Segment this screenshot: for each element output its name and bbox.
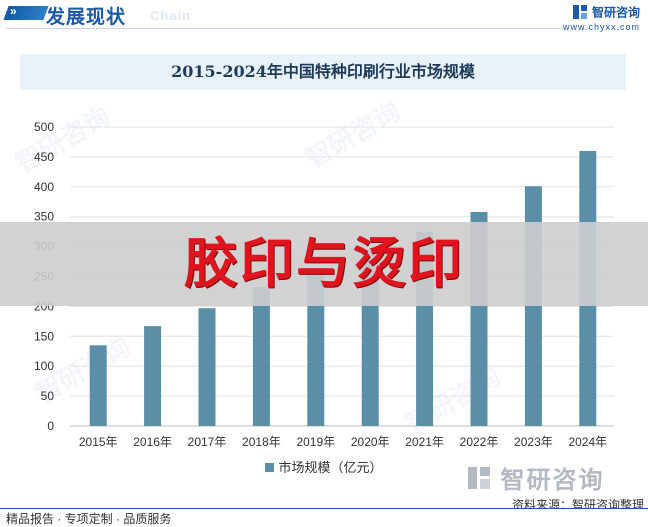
footer: 精品报告 · 专项定制 · 品质服务 — [0, 509, 648, 526]
x-tick-label: 2020年 — [351, 435, 390, 449]
bar — [198, 308, 216, 426]
y-tick-label: 100 — [34, 359, 54, 373]
brand-url: www.chyxx.com — [562, 22, 640, 32]
footer-divider — [0, 508, 648, 509]
overlay-title: 胶印与烫印 — [184, 232, 464, 295]
bottom-logo-text: 智研咨询 — [500, 467, 605, 494]
legend-label: 市场规模（亿元） — [278, 460, 383, 475]
bar — [89, 345, 107, 426]
x-tick-label: 2017年 — [188, 435, 227, 449]
bar — [144, 326, 162, 426]
brand-name: 智研咨询 — [591, 5, 640, 20]
x-tick-label: 2023年 — [514, 435, 553, 449]
brand-logo-block: 智研咨询 www.chyxx.com — [563, 3, 640, 32]
chart-title-box: 2015-2024年中国特种印刷行业市场规模 — [20, 54, 626, 90]
double-chevron-icon: » — [10, 4, 17, 18]
overlay-banner: 胶印与烫印 — [0, 222, 648, 306]
y-tick-label: 350 — [34, 210, 54, 224]
y-tick-label: 400 — [34, 180, 54, 194]
legend-swatch — [265, 463, 275, 472]
x-tick-label: 2019年 — [296, 435, 335, 449]
header: » 发展现状 Chain 智研咨询 www.chyxx.com — [0, 0, 648, 40]
x-tick-label: 2016年 — [133, 435, 172, 449]
bottom-logo: 智研咨询 — [466, 460, 604, 495]
x-tick-label: 2015年 — [79, 435, 118, 449]
y-tick-label: 150 — [34, 329, 54, 343]
bar — [307, 269, 325, 426]
footer-text: 精品报告 · 专项定制 · 品质服务 — [6, 512, 172, 526]
y-tick-label: 500 — [34, 120, 54, 134]
brand-logo-icon — [572, 4, 587, 19]
bar — [252, 287, 270, 426]
chart-legend: 市场规模（亿元） — [0, 457, 648, 476]
x-tick-label: 2021年 — [405, 435, 444, 449]
y-tick-label: 450 — [34, 150, 54, 164]
y-tick-label: 50 — [41, 389, 55, 403]
brand-logo-icon — [468, 466, 490, 489]
x-tick-label: 2024年 — [568, 435, 607, 449]
section-subtitle: Chain — [150, 8, 192, 23]
chart-title: 2015-2024年中国特种印刷行业市场规模 — [171, 62, 475, 81]
header-divider — [6, 28, 566, 29]
x-tick-label: 2018年 — [242, 435, 281, 449]
y-tick-label: 0 — [47, 419, 54, 433]
section-title: 发展现状 — [46, 6, 127, 28]
x-tick-label: 2022年 — [460, 435, 499, 449]
